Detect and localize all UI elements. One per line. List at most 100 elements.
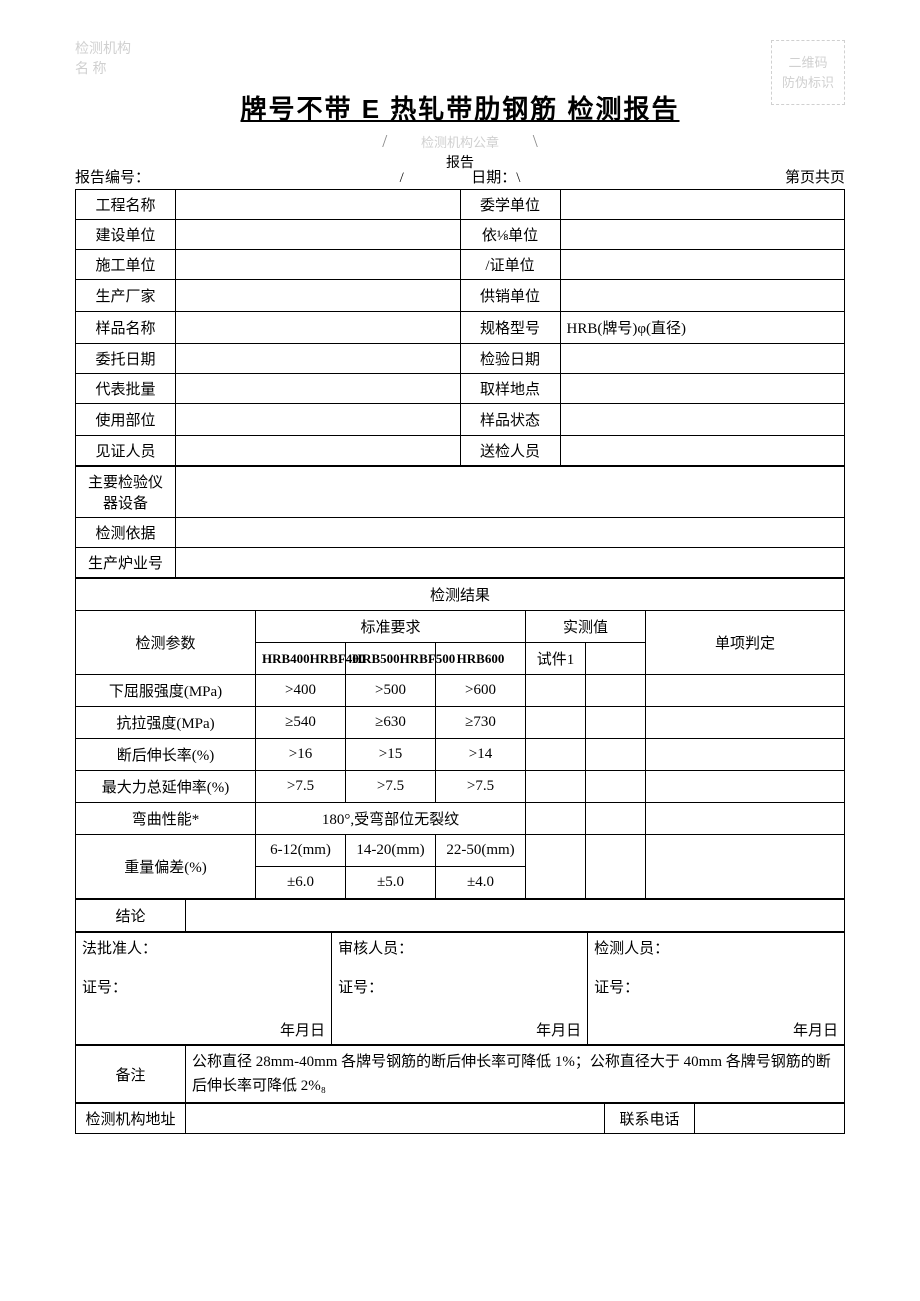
info-l-3: 生产厂家 bbox=[76, 280, 176, 312]
prow-m1-3 bbox=[526, 771, 586, 803]
tel-label: 联系电话 bbox=[605, 1104, 695, 1134]
slash-left: / bbox=[400, 170, 404, 186]
info-l-5: 委托日期 bbox=[76, 344, 176, 374]
approver-cert: 证号： bbox=[76, 962, 331, 1001]
remark-text: 公称直径 28mm-40mm 各牌号钢筋的断后伸长率可降低 1%；公称直径大于 … bbox=[186, 1046, 845, 1103]
equip-value bbox=[176, 467, 845, 518]
info-rv-5 bbox=[560, 344, 845, 374]
w-m1 bbox=[526, 835, 586, 899]
wr1v2: 14-20(mm) bbox=[346, 835, 436, 867]
prow-j-2 bbox=[646, 739, 845, 771]
info-lv-5 bbox=[176, 344, 461, 374]
reviewer-date: 年月日 bbox=[332, 1001, 587, 1044]
info-lv-8 bbox=[176, 436, 461, 466]
equip-label: 主要检验仪器设备 bbox=[76, 467, 176, 518]
hdr-measured: 实测值 bbox=[526, 611, 646, 643]
prow-j-1 bbox=[646, 707, 845, 739]
hdr-m2 bbox=[586, 643, 646, 675]
weight-label: 重量偏差(%) bbox=[76, 835, 256, 899]
hdr-c1: HRB400HRBF400 bbox=[256, 643, 346, 675]
qr-anti-fake-box: 二维码 防伪标识 bbox=[771, 40, 845, 105]
prow-m1-2 bbox=[526, 739, 586, 771]
info-lv-3 bbox=[176, 280, 461, 312]
info-l-1: 建设单位 bbox=[76, 220, 176, 250]
wr1v1: 6-12(mm) bbox=[256, 835, 346, 867]
info-l-6: 代表批量 bbox=[76, 374, 176, 404]
qr-line2: 防伪标识 bbox=[782, 75, 834, 90]
info-l-0: 工程名称 bbox=[76, 190, 176, 220]
prow-name-1: 抗拉强度(MPa) bbox=[76, 707, 256, 739]
prow-name-0: 下屈服强度(MPa) bbox=[76, 675, 256, 707]
report-title: 牌号不带 E 热轧带肋钢筋 检测报告 bbox=[75, 89, 845, 126]
basis-value bbox=[176, 518, 845, 548]
basis-label: 检测依据 bbox=[76, 518, 176, 548]
page-label: 第页共页 bbox=[785, 170, 845, 186]
results-header: 检测结果 bbox=[76, 579, 845, 611]
info-rv-8 bbox=[560, 436, 845, 466]
info-r-7: 样品状态 bbox=[460, 404, 560, 436]
bend-m2 bbox=[586, 803, 646, 835]
seal-row: / 检测机构公章 \ 报告 bbox=[75, 131, 845, 161]
info-lv-0 bbox=[176, 190, 461, 220]
approver-date: 年月日 bbox=[76, 1001, 331, 1044]
info-l-8: 见证人员 bbox=[76, 436, 176, 466]
wr1v3: 22-50(mm) bbox=[436, 835, 526, 867]
wr2v1: ±6.0 bbox=[256, 867, 346, 899]
qr-line1: 二维码 bbox=[788, 55, 827, 70]
addr-label: 检测机构地址 bbox=[76, 1104, 186, 1134]
info-r-2: /证单位 bbox=[460, 250, 560, 280]
tester-date: 年月日 bbox=[588, 1001, 844, 1044]
tester-cert: 证号： bbox=[588, 962, 844, 1001]
prow-v3-1: ≥730 bbox=[436, 707, 526, 739]
hdr-m1: 试件1 bbox=[526, 643, 586, 675]
prow-v1-1: ≥540 bbox=[256, 707, 346, 739]
prow-v2-1: ≥630 bbox=[346, 707, 436, 739]
conclusion-label: 结论 bbox=[76, 900, 186, 932]
footer-table: 检测机构地址 联系电话 bbox=[75, 1103, 845, 1134]
info-l-2: 施工单位 bbox=[76, 250, 176, 280]
prow-j-3 bbox=[646, 771, 845, 803]
prow-m2-0 bbox=[586, 675, 646, 707]
info-lv-4 bbox=[176, 312, 461, 344]
prow-v2-3: >7.5 bbox=[346, 771, 436, 803]
w-judge bbox=[646, 835, 845, 899]
org-name-label: 检测机构 名 称 bbox=[75, 40, 131, 79]
prow-m2-2 bbox=[586, 739, 646, 771]
sign-table: 法批准人： 证号： 年月日 审核人员： 证号： 年月日 检测人员： 证号： 年月… bbox=[75, 932, 845, 1045]
hdr-judge: 单项判定 bbox=[646, 611, 845, 675]
furnace-label: 生产炉业号 bbox=[76, 548, 176, 578]
prow-v3-2: >14 bbox=[436, 739, 526, 771]
prow-v3-3: >7.5 bbox=[436, 771, 526, 803]
info-r-1: 依⅛单位 bbox=[460, 220, 560, 250]
info-rv-7 bbox=[560, 404, 845, 436]
org-line1: 检测机构 bbox=[75, 42, 131, 57]
prow-name-2: 断后伸长率(%) bbox=[76, 739, 256, 771]
info-lv-7 bbox=[176, 404, 461, 436]
info-rv-6 bbox=[560, 374, 845, 404]
prow-name-3: 最大力总延伸率(%) bbox=[76, 771, 256, 803]
info-l-7: 使用部位 bbox=[76, 404, 176, 436]
prow-v2-2: >15 bbox=[346, 739, 436, 771]
date-label: 日期：\ bbox=[471, 170, 520, 186]
prow-v1-2: >16 bbox=[256, 739, 346, 771]
tel-value bbox=[695, 1104, 845, 1134]
info-r-5: 检验日期 bbox=[460, 344, 560, 374]
info-rv-4: HRB(牌号)φ(直径) bbox=[560, 312, 845, 344]
info-rv-0 bbox=[560, 190, 845, 220]
bend-value: 180°,受弯部位无裂纹 bbox=[256, 803, 526, 835]
diag-right: \ bbox=[533, 131, 538, 151]
prow-v1-0: >400 bbox=[256, 675, 346, 707]
report-no-label: 报告编号： bbox=[75, 170, 150, 186]
remark-table: 备注 公称直径 28mm-40mm 各牌号钢筋的断后伸长率可降低 1%；公称直径… bbox=[75, 1045, 845, 1103]
info-rv-1 bbox=[560, 220, 845, 250]
info-lv-6 bbox=[176, 374, 461, 404]
report-word: 报告 bbox=[446, 156, 474, 171]
addr-value bbox=[186, 1104, 605, 1134]
furnace-value bbox=[176, 548, 845, 578]
remark-label: 备注 bbox=[76, 1046, 186, 1103]
prow-v2-0: >500 bbox=[346, 675, 436, 707]
hdr-param: 检测参数 bbox=[76, 611, 256, 675]
bend-m1 bbox=[526, 803, 586, 835]
info-r-6: 取样地点 bbox=[460, 374, 560, 404]
info-rv-3 bbox=[560, 280, 845, 312]
